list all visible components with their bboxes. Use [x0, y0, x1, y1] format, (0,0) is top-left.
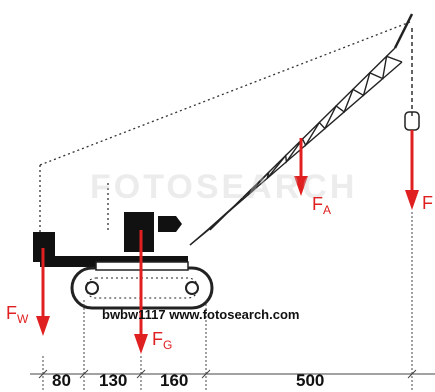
boom-lattice — [189, 47, 403, 246]
arrow-fw — [36, 248, 50, 336]
label-f-load-main: F — [422, 193, 433, 213]
cab-window — [158, 216, 182, 232]
label-fa-main: F — [312, 194, 323, 214]
counterweight — [33, 232, 55, 262]
label-fw-main: F — [6, 303, 17, 323]
dimension-line — [30, 212, 435, 392]
label-f-load: F — [422, 194, 433, 212]
arrow-fg — [134, 230, 148, 354]
watermark: FOTOSEARCH — [90, 168, 358, 206]
label-fa: FA — [312, 195, 331, 216]
crane-cable — [39, 21, 411, 240]
arrow-f-load — [405, 130, 419, 210]
arrow-fa — [294, 138, 308, 196]
cab-body — [124, 212, 154, 252]
credit-text: bwbw1117 www.fotosearch.com — [102, 307, 300, 322]
dimension-130: 130 — [99, 371, 128, 390]
label-fa-sub: A — [323, 203, 332, 217]
label-fw-sub: W — [17, 312, 29, 326]
label-fw: FW — [6, 304, 28, 325]
label-fg-main: F — [152, 329, 163, 349]
dimension-500: 500 — [296, 371, 325, 390]
label-fg-sub: G — [163, 338, 173, 352]
dimension-160: 160 — [160, 371, 189, 390]
dimension-80: 80 — [52, 371, 71, 390]
boom-top-section — [393, 13, 414, 49]
label-fg: FG — [152, 330, 172, 351]
